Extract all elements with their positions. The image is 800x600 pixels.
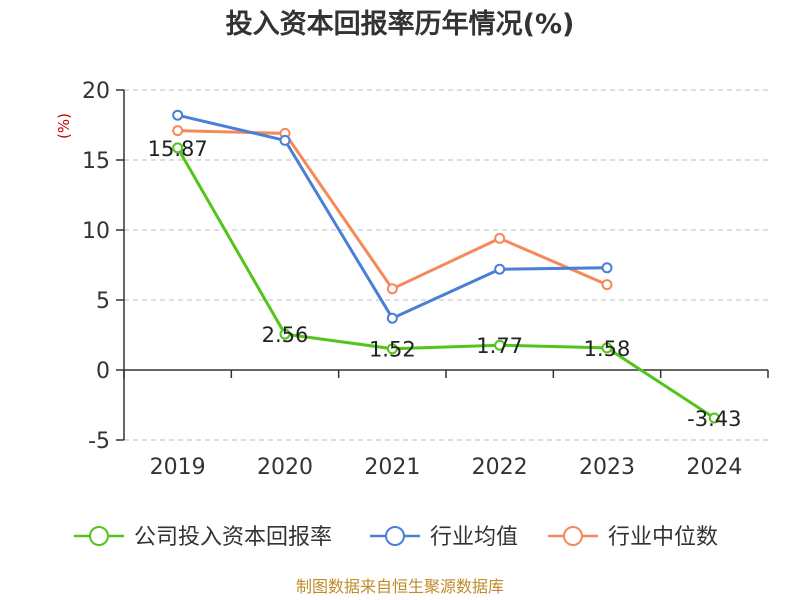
data-labels: 15.87 2.56 1.52 1.77 1.58 -3.43 [148,137,742,431]
legend-swatch-marker [563,526,583,546]
data-point [601,279,613,291]
data-label: 1.58 [584,337,631,361]
data-point [601,262,613,274]
data-point [172,125,184,137]
data-label: 2.56 [262,323,309,347]
series-layer [172,109,720,424]
axes: 20 15 10 5 0 -5 2019 2020 2021 2022 2023 2024 [82,79,769,480]
data-point [279,134,291,146]
legend-swatch-marker [385,526,405,546]
data-label: -3.43 [687,407,741,431]
x-tick-label: 2022 [472,455,528,480]
y-tick-label: 15 [82,149,110,174]
x-tick-label: 2024 [686,455,742,480]
y-tick-label: 10 [82,219,110,244]
data-point [386,343,398,355]
data-point [601,342,613,354]
data-point [172,142,184,154]
x-tick-label: 2021 [364,455,420,480]
series-line [176,147,716,420]
y-axis-unit: (%) [55,113,73,139]
data-point [386,312,398,324]
data-point [386,283,398,295]
x-tick-label: 2019 [150,455,206,480]
legend: 公司投入资本回报率 行业均值 行业中位数 [74,525,718,550]
data-label: 1.52 [369,338,416,362]
legend-item: 行业中位数 [548,525,718,550]
source-note: 制图数据来自恒生聚源数据库 [296,577,504,596]
data-label: 15.87 [148,137,208,161]
data-point [494,339,506,351]
y-tick-label: 20 [82,79,110,104]
legend-item: 公司投入资本回报率 [74,525,332,550]
data-point [494,232,506,244]
legend-swatch-marker [89,526,109,546]
data-point [494,263,506,275]
x-tick-label: 2023 [579,455,635,480]
series-line [177,129,608,291]
data-label: 1.77 [476,334,523,358]
chart-title: 投入资本回报率历年情况(%) [226,8,575,40]
legend-label: 公司投入资本回报率 [134,525,332,550]
x-tick-label: 2020 [257,455,313,480]
data-point [708,412,720,424]
legend-label: 行业中位数 [608,525,718,550]
data-point [172,109,184,121]
data-point [279,328,291,340]
y-tick-label: 0 [96,359,110,384]
y-tick-label: 5 [96,289,110,314]
legend-item: 行业均值 [370,525,518,550]
y-tick-label: -5 [88,429,110,454]
legend-label: 行业均值 [430,525,518,550]
